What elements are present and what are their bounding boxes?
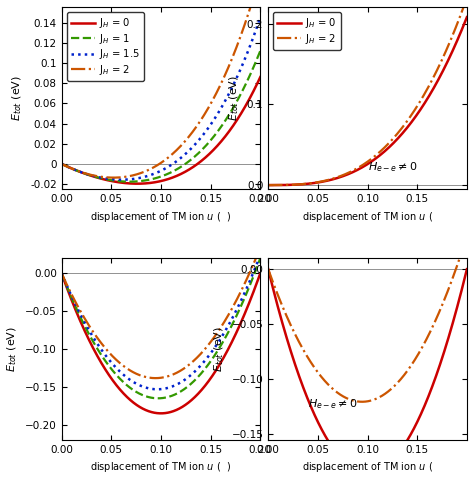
Line: J$_{H}$ = 1: J$_{H}$ = 1	[62, 51, 260, 182]
J$_{H}$ = 0	[381, 149, 386, 155]
J$_{H}$ = 1	[257, 48, 263, 54]
X-axis label: displacement of TM ion $u$ (  ): displacement of TM ion $u$ ( )	[91, 210, 231, 224]
X-axis label: displacement of TM ion $u$ (: displacement of TM ion $u$ (	[302, 210, 433, 224]
J$_{H}$ = 0	[437, 75, 442, 81]
J$_{H}$ = 2	[392, 134, 398, 140]
Line: J$_{H}$ = 0: J$_{H}$ = 0	[268, 17, 467, 185]
X-axis label: displacement of TM ion $u$ (: displacement of TM ion $u$ (	[302, 460, 433, 474]
J$_{H}$ = 1.5	[230, 83, 236, 89]
J$_{H}$ = 0	[186, 167, 191, 173]
Legend: J$_{H}$ = 0, J$_{H}$ = 1, J$_{H}$ = 1.5, J$_{H}$ = 2: J$_{H}$ = 0, J$_{H}$ = 1, J$_{H}$ = 1.5,…	[67, 12, 144, 81]
J$_{H}$ = 2	[71, 166, 77, 172]
J$_{H}$ = 1	[180, 163, 185, 169]
Line: J$_{H}$ = 2: J$_{H}$ = 2	[268, 0, 467, 185]
J$_{H}$ = 0	[230, 123, 236, 129]
J$_{H}$ = 0	[180, 170, 185, 176]
J$_{H}$ = 2	[386, 140, 392, 146]
J$_{H}$ = 1	[230, 105, 236, 111]
J$_{H}$ = 2	[174, 147, 180, 153]
J$_{H}$ = 2	[59, 161, 64, 167]
Text: $H_{e-e}\neq 0$: $H_{e-e}\neq 0$	[367, 161, 417, 174]
J$_{H}$ = 2	[111, 174, 117, 180]
Text: $H_{e-e}\neq 0$: $H_{e-e}\neq 0$	[308, 397, 358, 411]
J$_{H}$ = 2	[416, 100, 422, 106]
J$_{H}$ = 0	[278, 182, 283, 188]
J$_{H}$ = 0	[135, 181, 140, 187]
J$_{H}$ = 2	[180, 141, 185, 147]
J$_{H}$ = 0	[392, 139, 398, 145]
J$_{H}$ = 1	[127, 179, 132, 185]
J$_{H}$ = 0	[59, 161, 64, 167]
J$_{H}$ = 1.5	[71, 166, 77, 172]
J$_{H}$ = 2	[210, 97, 215, 103]
Line: J$_{H}$ = 2: J$_{H}$ = 2	[62, 0, 260, 177]
J$_{H}$ = 0	[174, 172, 180, 178]
J$_{H}$ = 2	[230, 53, 236, 59]
J$_{H}$ = 2	[437, 63, 442, 69]
J$_{H}$ = 1	[174, 166, 180, 172]
J$_{H}$ = 2	[265, 182, 271, 188]
Y-axis label: $E_{tot}$ (eV): $E_{tot}$ (eV)	[6, 326, 19, 372]
Line: J$_{H}$ = 1.5: J$_{H}$ = 1.5	[62, 17, 260, 180]
J$_{H}$ = 0	[386, 145, 392, 151]
J$_{H}$ = 1.5	[118, 177, 124, 183]
J$_{H}$ = 2	[464, 0, 470, 1]
J$_{H}$ = 1.5	[174, 158, 180, 164]
X-axis label: displacement of TM ion $u$ (  ): displacement of TM ion $u$ ( )	[91, 460, 231, 474]
J$_{H}$ = 2	[278, 182, 283, 188]
J$_{H}$ = 1	[71, 166, 77, 172]
J$_{H}$ = 1	[210, 135, 215, 141]
J$_{H}$ = 0	[416, 109, 422, 115]
J$_{H}$ = 1.5	[210, 119, 215, 125]
J$_{H}$ = 0	[71, 166, 77, 172]
J$_{H}$ = 0	[265, 182, 271, 188]
Y-axis label: $E_{tot}$ (eV): $E_{tot}$ (eV)	[212, 326, 226, 372]
J$_{H}$ = 1	[186, 159, 191, 165]
Legend: J$_{H}$ = 0, J$_{H}$ = 2: J$_{H}$ = 0, J$_{H}$ = 2	[273, 12, 341, 50]
J$_{H}$ = 0	[210, 148, 215, 154]
J$_{H}$ = 0	[257, 74, 263, 80]
Y-axis label: $E_{tot}$ (eV): $E_{tot}$ (eV)	[11, 76, 25, 121]
J$_{H}$ = 0	[464, 14, 470, 20]
J$_{H}$ = 2	[381, 146, 386, 152]
Line: J$_{H}$ = 0: J$_{H}$ = 0	[62, 77, 260, 184]
J$_{H}$ = 1.5	[59, 161, 64, 167]
J$_{H}$ = 1	[59, 161, 64, 167]
J$_{H}$ = 2	[186, 134, 191, 140]
J$_{H}$ = 1.5	[186, 148, 191, 154]
J$_{H}$ = 1.5	[257, 14, 263, 20]
J$_{H}$ = 1.5	[180, 154, 185, 160]
Y-axis label: $E_{tot}$ (eV): $E_{tot}$ (eV)	[228, 76, 241, 121]
